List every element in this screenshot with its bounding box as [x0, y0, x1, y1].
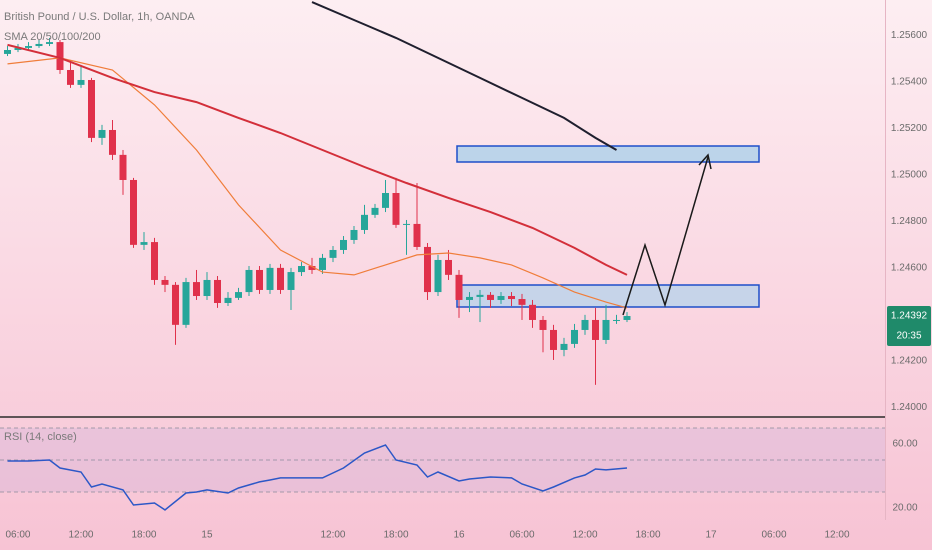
y-tick-label: 1.24800: [891, 216, 928, 227]
candle-body: [45, 42, 53, 44]
x-tick-label: 17: [705, 530, 717, 541]
x-tick-label: 12:00: [68, 530, 93, 541]
chart-title: British Pound / U.S. Dollar, 1h, OANDA: [4, 11, 195, 23]
candle-body: [3, 49, 11, 54]
candle-body: [382, 193, 390, 208]
y-tick-label: 1.24600: [891, 262, 928, 273]
y-tick-label: 20.00: [892, 503, 917, 514]
candle-body: [108, 129, 116, 155]
candle-body: [571, 329, 579, 344]
y-tick-label: 1.25200: [891, 123, 928, 134]
candle-body: [192, 282, 200, 297]
candle-body: [529, 304, 537, 320]
candle-body: [66, 69, 74, 85]
x-tick-label: 12:00: [572, 530, 597, 541]
candle-body: [318, 257, 326, 270]
x-tick-label: 12:00: [320, 530, 345, 541]
last-price-box: [887, 306, 931, 347]
y-tick-label: 1.24200: [891, 355, 928, 366]
candle-body: [182, 282, 190, 325]
candle-body: [276, 267, 284, 290]
projection-arrow: [622, 156, 709, 316]
sma-line: [7, 57, 628, 309]
candle-body: [403, 223, 411, 225]
candle-body: [203, 279, 211, 297]
indicator-label: SMA 20/50/100/200: [4, 31, 101, 43]
y-tick-label: 1.24000: [891, 402, 928, 413]
candle-body: [213, 279, 221, 303]
resistance-zone: [456, 145, 760, 163]
candle-body: [297, 266, 305, 273]
candle-body: [424, 246, 432, 293]
y-tick-label: 60.00: [892, 439, 917, 450]
y-tick-label: 1.25400: [891, 76, 928, 87]
x-tick-label: 12:00: [824, 530, 849, 541]
rsi-label: RSI (14, close): [4, 431, 77, 443]
x-tick-label: 15: [201, 530, 213, 541]
rsi-line: [7, 444, 628, 511]
candle-body: [518, 299, 526, 305]
candle-body: [476, 294, 484, 297]
x-tick-label: 16: [453, 530, 465, 541]
candle-body: [119, 154, 127, 180]
candle-body: [77, 79, 85, 85]
candle-body: [24, 46, 32, 48]
candle-body: [392, 193, 400, 225]
candle-body: [445, 259, 453, 275]
candle-body: [592, 319, 600, 340]
candle-body: [487, 294, 495, 300]
x-tick-label: 06:00: [5, 530, 30, 541]
candle-body: [602, 319, 610, 340]
candle-body: [539, 319, 547, 330]
candle-body: [613, 319, 621, 321]
candle-body: [287, 272, 295, 290]
support-zone: [456, 284, 760, 308]
candle-body: [161, 279, 169, 285]
candle-body: [329, 249, 337, 258]
candle-body: [497, 296, 505, 300]
candle-body: [266, 267, 274, 290]
candle-body: [87, 79, 95, 138]
candle-body: [508, 296, 516, 300]
y-tick-label: 1.25000: [891, 169, 928, 180]
candle-body: [308, 266, 316, 270]
candle-body: [234, 292, 242, 298]
candle-body: [129, 179, 137, 245]
candle-body: [361, 214, 369, 230]
candle-body: [581, 319, 589, 330]
candle-body: [171, 284, 179, 325]
candle-body: [14, 47, 22, 50]
candle-body: [35, 43, 43, 47]
candle-body: [224, 297, 232, 303]
sma-line: [7, 43, 628, 276]
x-tick-label: 06:00: [761, 530, 786, 541]
x-tick-label: 06:00: [509, 530, 534, 541]
arrow-head: [698, 153, 712, 170]
candle-body: [245, 269, 253, 293]
candle-body: [455, 274, 463, 300]
last-price-label: 1.24392: [891, 311, 928, 322]
x-tick-label: 18:00: [131, 530, 156, 541]
y-tick-label: 1.25600: [891, 30, 928, 41]
candle-body: [150, 242, 158, 280]
last-price-time: 20:35: [896, 331, 921, 342]
candle-body: [413, 223, 421, 247]
candle-body: [350, 229, 358, 240]
candle-body: [339, 239, 347, 250]
candle-body: [56, 42, 64, 70]
candle-body: [434, 259, 442, 293]
candle-body: [371, 207, 379, 215]
candle-body: [466, 296, 474, 300]
candle-body: [623, 316, 631, 320]
candle-body: [140, 242, 148, 245]
candle-body: [98, 129, 106, 138]
sma-line: [311, 1, 617, 151]
candle-body: [560, 343, 568, 350]
x-tick-label: 18:00: [635, 530, 660, 541]
candle-body: [255, 269, 263, 290]
candle-body: [550, 329, 558, 350]
x-tick-label: 18:00: [383, 530, 408, 541]
